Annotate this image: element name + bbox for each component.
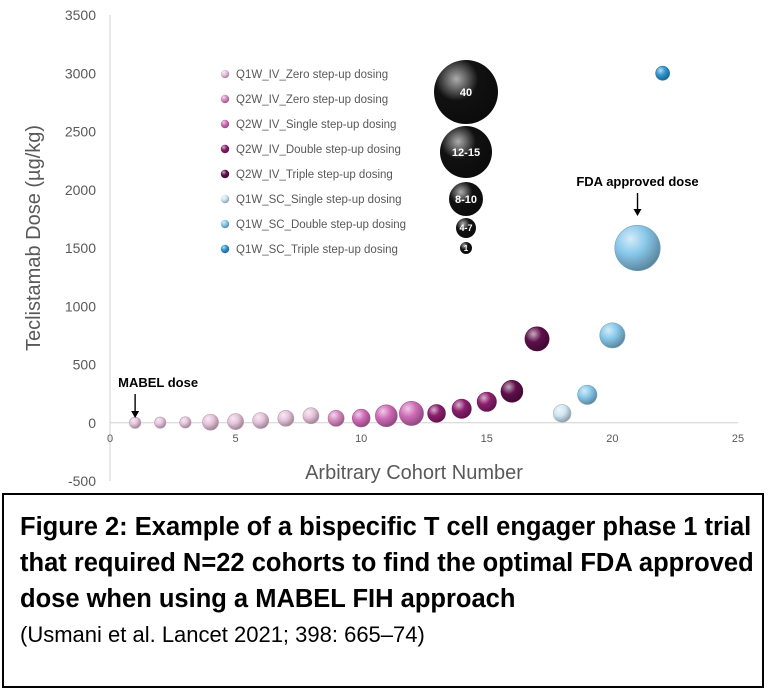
y-tick-label: 0 — [88, 415, 96, 431]
figure-citation: (Usmani et al. Lancet 2021; 398: 665–74) — [20, 622, 425, 647]
x-tick-label: 15 — [481, 433, 493, 445]
data-bubble — [252, 412, 270, 429]
data-bubble — [154, 416, 167, 429]
legend-marker — [220, 219, 230, 229]
size-key-bubble — [449, 182, 483, 216]
data-bubble — [451, 398, 472, 419]
data-bubble — [302, 407, 320, 425]
data-bubble — [399, 401, 424, 426]
y-tick-label: 500 — [73, 357, 97, 373]
data-bubble — [352, 408, 371, 428]
annotation-arrowhead-fda — [633, 209, 642, 216]
y-tick-label: -500 — [68, 473, 96, 489]
data-bubble — [476, 391, 497, 412]
size-key-bubble — [440, 126, 492, 178]
y-tick-label: 3500 — [65, 7, 96, 23]
data-bubble — [277, 409, 295, 427]
chart-svg: -500 0 500 1000 1500 2000 2500 3000 3500 0 5 10 15 20… — [23, 7, 744, 489]
data-bubble — [227, 413, 244, 430]
data-bubble — [524, 326, 550, 352]
data-bubble — [552, 404, 572, 423]
legend-marker — [220, 69, 230, 79]
legend-marker — [220, 144, 230, 154]
legend-label: Q2W_IV_Zero step-up dosing — [236, 94, 388, 106]
y-tick-label: 2500 — [65, 124, 96, 140]
x-axis-title: Arbitrary Cohort Number — [305, 462, 523, 484]
size-key-label: 40 — [460, 87, 472, 99]
legend-marker — [220, 94, 230, 104]
size-key-label: 12-15 — [452, 147, 480, 159]
y-tick-label: 1000 — [65, 298, 96, 314]
data-bubble — [577, 384, 598, 405]
legend-label: Q1W_SC_Single step-up dosing — [236, 194, 402, 206]
annotation-mabel-dose: MABEL dose — [118, 375, 198, 390]
data-bubble — [599, 322, 626, 349]
size-key-bubble — [456, 218, 476, 238]
y-axis-title: Teclistamab Dose (µg/kg) — [23, 125, 45, 351]
figure-caption-title: Figure 2: Example of a bispecific T cell… — [20, 513, 754, 613]
legend-marker — [220, 244, 230, 254]
legend-label: Q2W_IV_Double step-up dosing — [236, 144, 401, 156]
annotation-arrowhead-mabel — [131, 411, 140, 418]
legend-marker — [220, 194, 230, 204]
y-tick-label: 3000 — [65, 65, 96, 81]
legend-label: Q2W_IV_Single step-up dosing — [236, 119, 396, 131]
size-key-label: 1 — [464, 244, 469, 253]
data-bubble — [129, 416, 142, 429]
data-bubble — [500, 380, 524, 403]
data-bubble — [327, 409, 345, 427]
legend-label: Q2W_IV_Triple step-up dosing — [236, 169, 393, 181]
data-bubble — [179, 416, 192, 429]
annotation-fda-dose: FDA approved dose — [576, 174, 698, 189]
x-tick-label: 25 — [732, 433, 744, 445]
legend-label: Q1W_IV_Zero step-up dosing — [236, 69, 388, 81]
x-tick-label: 5 — [233, 433, 239, 445]
size-key-bubble — [434, 60, 498, 124]
x-tick-label: 20 — [606, 433, 618, 445]
figure-caption-box: Figure 2: Example of a bispecific T cell… — [2, 493, 764, 688]
legend-marker — [220, 169, 230, 179]
legend-label: Q1W_SC_Triple step-up dosing — [236, 244, 398, 256]
size-key-label: 4-7 — [459, 223, 472, 233]
data-bubble — [614, 224, 661, 272]
y-tick-label: 2000 — [65, 182, 96, 198]
legend-marker — [220, 119, 230, 129]
bubble-chart: -500 0 500 1000 1500 2000 2500 3000 3500 0 5 10 15 20… — [23, 7, 744, 489]
legend-label: Q1W_SC_Double step-up dosing — [236, 219, 406, 231]
data-bubble — [427, 404, 446, 423]
y-tick-label: 1500 — [65, 240, 96, 256]
data-bubble — [202, 413, 219, 431]
data-bubble — [655, 65, 670, 81]
data-bubble — [375, 404, 398, 428]
x-tick-label: 10 — [355, 433, 367, 445]
size-key-label: 8-10 — [455, 194, 477, 206]
size-key-bubble — [460, 242, 472, 254]
x-tick-label: 0 — [107, 433, 113, 445]
